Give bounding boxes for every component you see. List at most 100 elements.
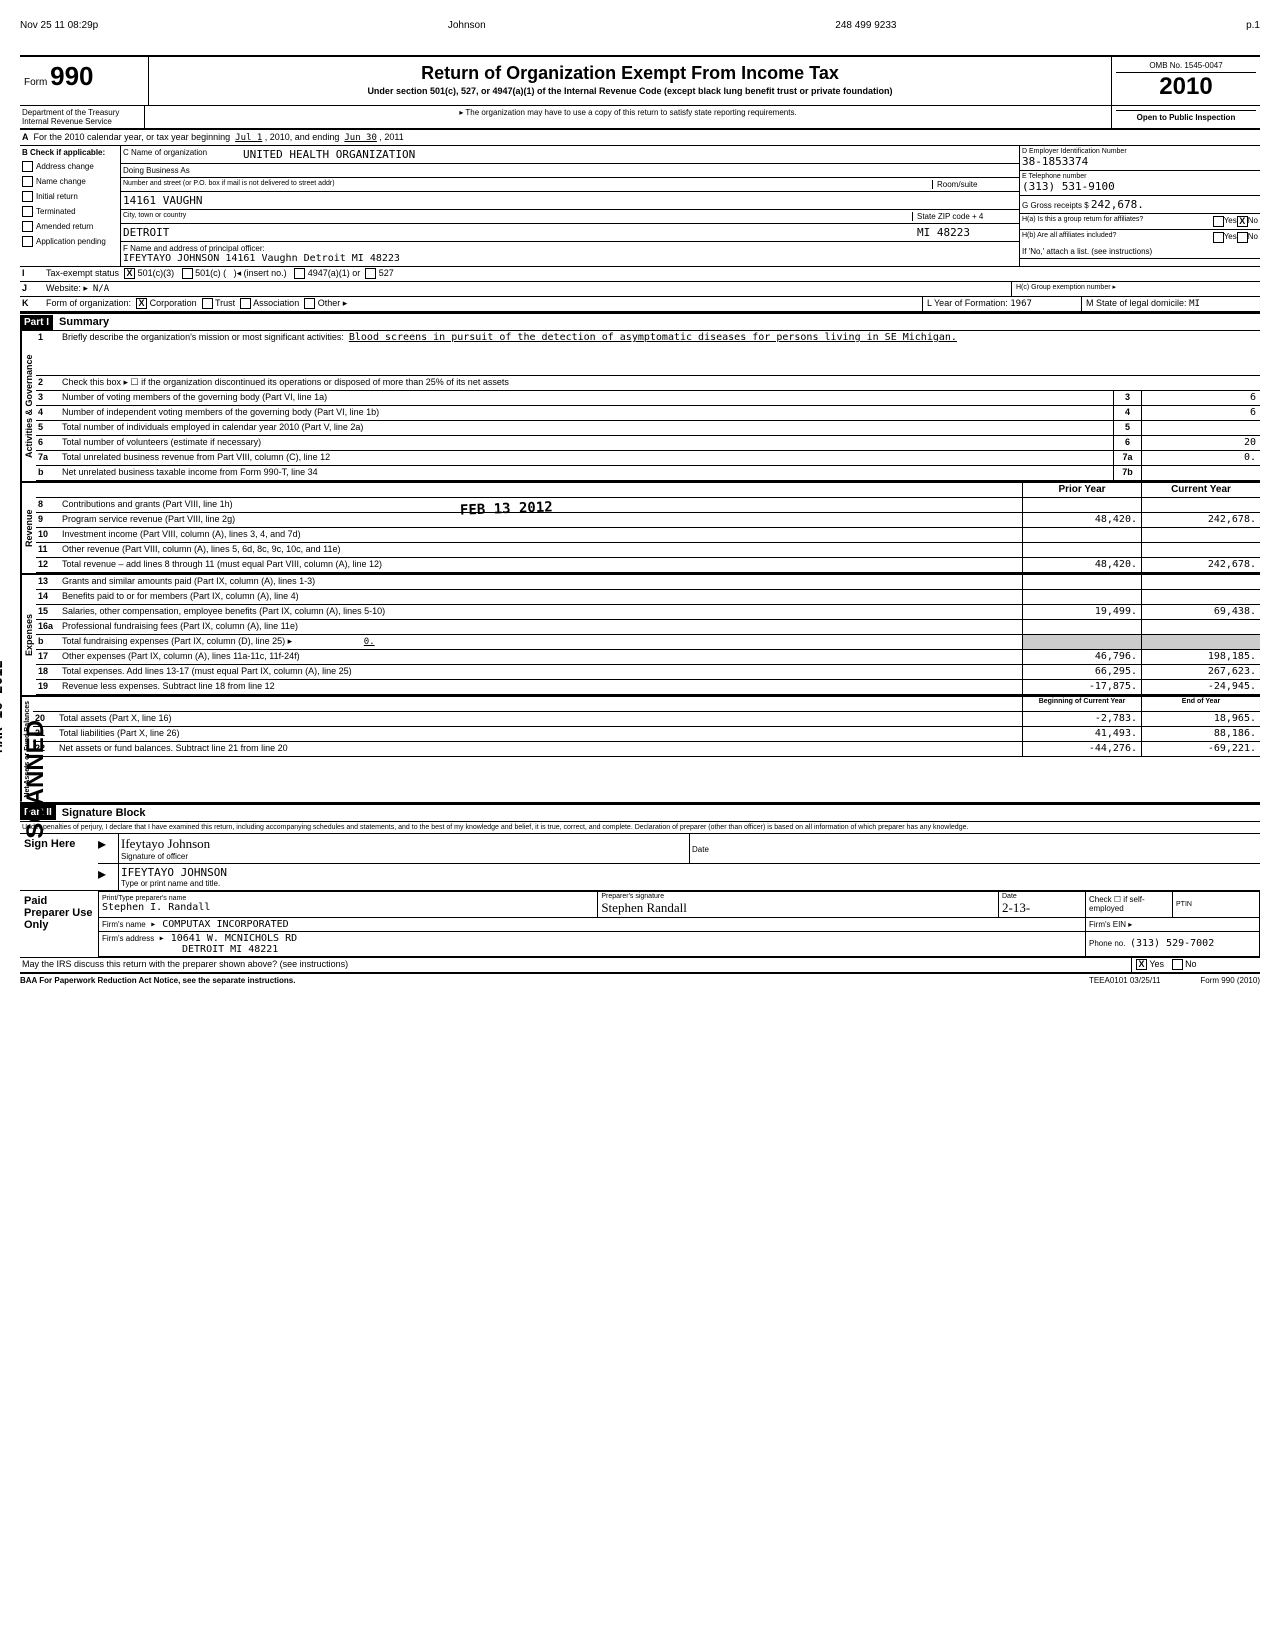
h-note: If 'No,' attach a list. (see instruction… xyxy=(1020,245,1260,259)
org-name: UNITED HEALTH ORGANIZATION xyxy=(243,148,415,161)
prep-name: Stephen I. Randall xyxy=(102,902,594,913)
exp-line: 14Benefits paid to or for members (Part … xyxy=(36,590,1260,605)
current-year-header: Current Year xyxy=(1141,483,1260,497)
k-other-cb[interactable] xyxy=(304,298,315,309)
d-val: 38-1853374 xyxy=(1022,155,1258,168)
gov-line: bNet unrelated business taxable income f… xyxy=(36,466,1260,481)
dept-label: Department of the Treasury Internal Reve… xyxy=(20,106,145,128)
date-side-stamp: MAR 16 2012 xyxy=(0,660,6,753)
form-note: ▸ The organization may have to use a cop… xyxy=(145,106,1112,128)
colb-label: Name change xyxy=(36,177,86,186)
rev-line: 12Total revenue – add lines 8 through 11… xyxy=(36,558,1260,573)
fax-phone: 248 499 9233 xyxy=(835,20,896,31)
prior-val xyxy=(1022,543,1141,557)
hb-yes-cb[interactable] xyxy=(1213,232,1224,243)
line-box: 6 xyxy=(1113,436,1141,450)
colb-label: Initial return xyxy=(36,192,78,201)
colb-checkbox[interactable] xyxy=(22,161,33,172)
line-val xyxy=(1141,466,1260,480)
firm-phone: (313) 529-7002 xyxy=(1130,938,1214,949)
form-foot: Form 990 (2010) xyxy=(1200,976,1260,985)
prior-val xyxy=(1022,620,1141,634)
rev-line: 11Other revenue (Part VIII, column (A), … xyxy=(36,543,1260,558)
k-label: Form of organization: xyxy=(46,298,131,308)
c-name-label: C Name of organization xyxy=(123,148,243,161)
line-num: 4 xyxy=(36,406,60,420)
balance-block: Net Assets or Fund Balances Beginning of… xyxy=(20,697,1260,804)
col-b-heading: B Check if applicable: xyxy=(20,146,120,159)
open-public: Open to Public Inspection xyxy=(1116,110,1256,122)
colb-item: Address change xyxy=(20,159,120,174)
i-501c3-cb[interactable] xyxy=(124,268,135,279)
prep-date: 2-13- xyxy=(1002,900,1082,916)
k-opt2: Association xyxy=(253,298,299,308)
city-label: City, town or country xyxy=(123,212,912,221)
begin-val: -2,783. xyxy=(1022,712,1141,726)
fax-page: p.1 xyxy=(1246,20,1260,31)
end-year-header: End of Year xyxy=(1141,697,1260,711)
state-label: State ZIP code + 4 xyxy=(912,212,1017,221)
date-label: Date xyxy=(692,845,1258,854)
colb-checkbox[interactable] xyxy=(22,221,33,232)
yes-label2: Yes xyxy=(1224,232,1237,243)
end-val: 88,186. xyxy=(1141,727,1260,741)
colb-item: Application pending xyxy=(20,234,120,249)
form-title: Return of Organization Exempt From Incom… xyxy=(153,63,1107,84)
k-trust-cb[interactable] xyxy=(202,298,213,309)
colb-label: Application pending xyxy=(36,237,106,246)
irs-no-cb[interactable] xyxy=(1172,959,1183,970)
header-block: B Check if applicable: Address change Nam… xyxy=(20,146,1260,267)
q1-label: Briefly describe the organization's miss… xyxy=(62,332,344,342)
line-text: Total expenses. Add lines 13-17 (must eq… xyxy=(60,665,1022,679)
exp-label: Expenses xyxy=(20,575,36,695)
fax-name: Johnson xyxy=(448,20,486,31)
gov-line: 3Number of voting members of the governi… xyxy=(36,391,1260,406)
ha-yes-cb[interactable] xyxy=(1213,216,1224,227)
i-501c-cb[interactable] xyxy=(182,268,193,279)
line-text: Salaries, other compensation, employee b… xyxy=(60,605,1022,619)
expense-block: Expenses 13Grants and similar amounts pa… xyxy=(20,575,1260,697)
state-val: MI 48223 xyxy=(917,226,1017,239)
ha-no-cb[interactable] xyxy=(1237,216,1248,227)
line-text: Total unrelated business revenue from Pa… xyxy=(60,451,1113,465)
row-i: I Tax-exempt status 501(c)(3) 501(c) ( )… xyxy=(20,267,1260,282)
form-header: Form 990 Return of Organization Exempt F… xyxy=(20,55,1260,106)
colb-checkbox[interactable] xyxy=(22,236,33,247)
colb-checkbox[interactable] xyxy=(22,191,33,202)
self-emp-label: Check ☐ if self-employed xyxy=(1086,891,1173,917)
part1-header: Part I Summary xyxy=(20,313,1260,331)
i-opt1: 501(c)(3) xyxy=(138,268,175,278)
j-label: Website: ▸ xyxy=(46,283,88,293)
irs-yes-cb[interactable] xyxy=(1136,959,1147,970)
l-label: L Year of Formation: xyxy=(927,298,1008,308)
current-val xyxy=(1141,498,1260,512)
paid-label: Paid Preparer Use Only xyxy=(20,891,98,957)
line-text: Total fundraising expenses (Part IX, col… xyxy=(60,635,1022,649)
line-box: 7a xyxy=(1113,451,1141,465)
f-label: F Name and address of principal officer: xyxy=(123,244,1017,253)
e-val: (313) 531-9100 xyxy=(1022,180,1258,193)
k-corp-cb[interactable] xyxy=(136,298,147,309)
colb-checkbox[interactable] xyxy=(22,176,33,187)
line-num: b xyxy=(36,466,60,480)
omb-number: OMB No. 1545-0047 xyxy=(1116,61,1256,73)
teea-text: TEEA0101 03/25/11 xyxy=(1049,976,1200,985)
prior-val xyxy=(1022,498,1141,512)
form-year: 2010 xyxy=(1116,73,1256,101)
prior-val xyxy=(1022,528,1141,542)
m-val: MI xyxy=(1189,299,1200,309)
line-text: Professional fundraising fees (Part IX, … xyxy=(60,620,1022,634)
prep-sig-label: Preparer's signature xyxy=(601,893,995,900)
row-a: A For the 2010 calendar year, or tax yea… xyxy=(20,130,1260,146)
prior-val: 66,295. xyxy=(1022,665,1141,679)
k-assoc-cb[interactable] xyxy=(240,298,251,309)
colb-checkbox[interactable] xyxy=(22,206,33,217)
yes-label: Yes xyxy=(1224,216,1237,227)
i-527-cb[interactable] xyxy=(365,268,376,279)
perjury-text: Under penalties of perjury, I declare th… xyxy=(20,822,1260,834)
line-num: 9 xyxy=(36,513,60,527)
hb-no-cb[interactable] xyxy=(1237,232,1248,243)
gov-line: 7aTotal unrelated business revenue from … xyxy=(36,451,1260,466)
i-4947-cb[interactable] xyxy=(294,268,305,279)
current-val: 198,185. xyxy=(1141,650,1260,664)
